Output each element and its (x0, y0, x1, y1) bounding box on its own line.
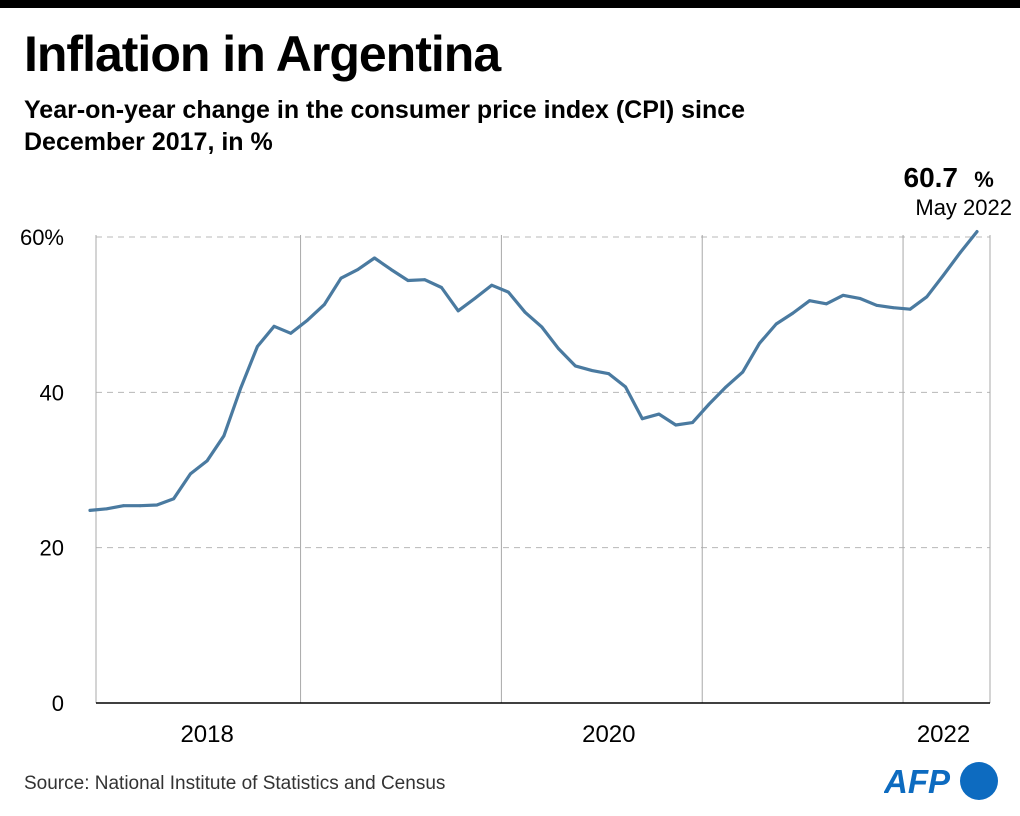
data-point (440, 286, 443, 289)
data-point (205, 459, 209, 463)
data-point (758, 342, 761, 345)
data-point (105, 507, 109, 511)
y-tick-label: 40 (40, 380, 64, 405)
data-point (640, 417, 644, 421)
x-tick-label: 2022 (917, 721, 970, 748)
data-point (222, 434, 226, 438)
year-dividers (95, 235, 991, 703)
data-point (925, 295, 929, 299)
data-point (808, 299, 811, 303)
annotation-label: May 2022 (915, 195, 1012, 220)
data-point (423, 278, 427, 282)
data-point (373, 256, 376, 260)
line-chart: 0 20 40 60% 2018 2020 2022 60.7 % May 2022 (20, 162, 1013, 748)
data-point (891, 306, 895, 310)
data-point (138, 504, 142, 508)
top-rule (0, 0, 1020, 8)
data-point (573, 364, 577, 368)
data-point (256, 345, 259, 348)
data-point (774, 322, 778, 326)
data-point (155, 503, 159, 507)
data-point (339, 276, 343, 280)
x-tick-label: 2018 (180, 721, 233, 748)
series-line (88, 230, 979, 512)
annotation-value: 60.7 (904, 162, 959, 193)
data-point (557, 347, 560, 351)
afp-logo-dot (960, 762, 998, 800)
data-point (841, 293, 845, 297)
data-point (624, 385, 627, 389)
data-point (272, 324, 276, 328)
chart-title: Inflation in Argentina (24, 26, 501, 82)
data-point (389, 268, 393, 271)
data-point (875, 303, 878, 307)
data-point (540, 325, 544, 329)
data-point (590, 369, 594, 372)
afp-logo: AFP (884, 762, 998, 800)
data-point (825, 302, 828, 306)
annotation-group: 60.7 % May 2022 (904, 162, 1013, 220)
data-point (189, 472, 192, 476)
data-point (490, 283, 494, 287)
source-note: Source: National Institute of Statistics… (24, 773, 446, 794)
data-point (406, 279, 410, 282)
data-point (473, 297, 477, 300)
data-point (674, 423, 678, 427)
data-point (239, 387, 243, 390)
data-point (908, 307, 912, 311)
data-point (289, 331, 293, 335)
y-axis-ticks: 0 20 40 60% (20, 225, 64, 716)
data-point (657, 412, 661, 416)
series-group (88, 230, 979, 512)
chart-subtitle: Year-on-year change in the consumer pric… (24, 96, 746, 156)
data-point (456, 309, 460, 313)
data-point (607, 372, 611, 376)
data-point (707, 402, 711, 406)
data-point (724, 385, 728, 389)
data-point (172, 497, 176, 501)
y-tick-label: 0 (52, 691, 64, 716)
data-point (858, 297, 862, 300)
data-point (356, 268, 360, 271)
data-point (322, 303, 326, 306)
data-point (306, 318, 309, 322)
x-tick-label: 2020 (582, 721, 635, 748)
data-point (791, 311, 795, 315)
data-point (88, 509, 92, 512)
x-axis-ticks: 2018 2020 2022 (180, 721, 970, 748)
y-tick-label: 60% (20, 225, 64, 250)
svg-text:AFP: AFP (884, 763, 951, 800)
data-point (691, 421, 694, 424)
data-point (975, 230, 979, 234)
data-point (942, 273, 945, 277)
data-point (122, 504, 125, 508)
annotation-unit: % (974, 167, 994, 192)
data-point (523, 310, 527, 314)
data-point (958, 251, 962, 254)
grid-lines (96, 236, 990, 549)
data-point (741, 370, 745, 374)
data-point (507, 290, 510, 294)
y-tick-label: 20 (40, 536, 64, 561)
